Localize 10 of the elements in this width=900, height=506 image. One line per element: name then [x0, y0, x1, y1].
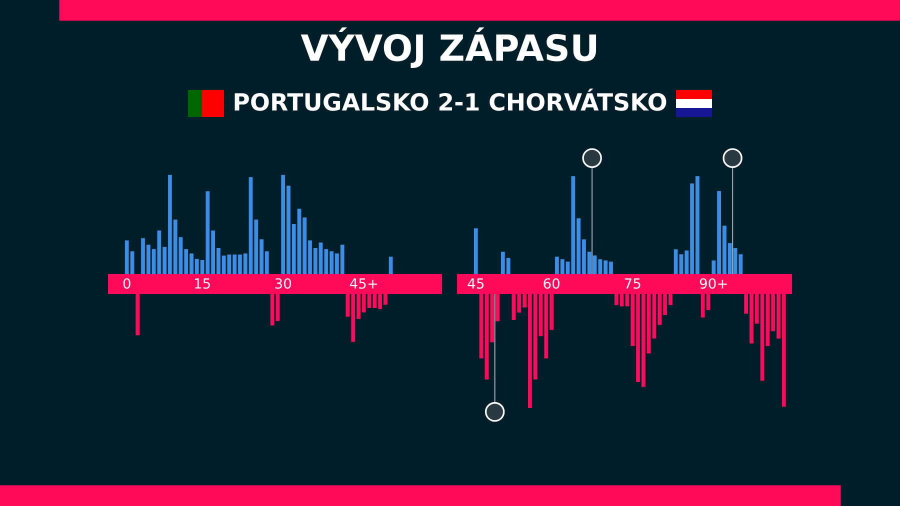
x-tick-label: 45+	[350, 278, 378, 289]
x-tick-label: 90+	[700, 278, 727, 289]
x-tick-label: 60	[544, 278, 560, 289]
x-tick-label: 75	[624, 278, 640, 289]
x-tick-label: 30	[275, 278, 291, 289]
chart-subtitle: PORTUGALSKO 2-1 CHORVÁTSKO	[234, 88, 666, 111]
chart-title: VÝVOJ ZÁPASU	[300, 27, 596, 68]
x-tick-label: 15	[194, 278, 210, 289]
x-tick-label: 45	[468, 278, 484, 289]
x-tick-label: 0	[123, 278, 130, 289]
